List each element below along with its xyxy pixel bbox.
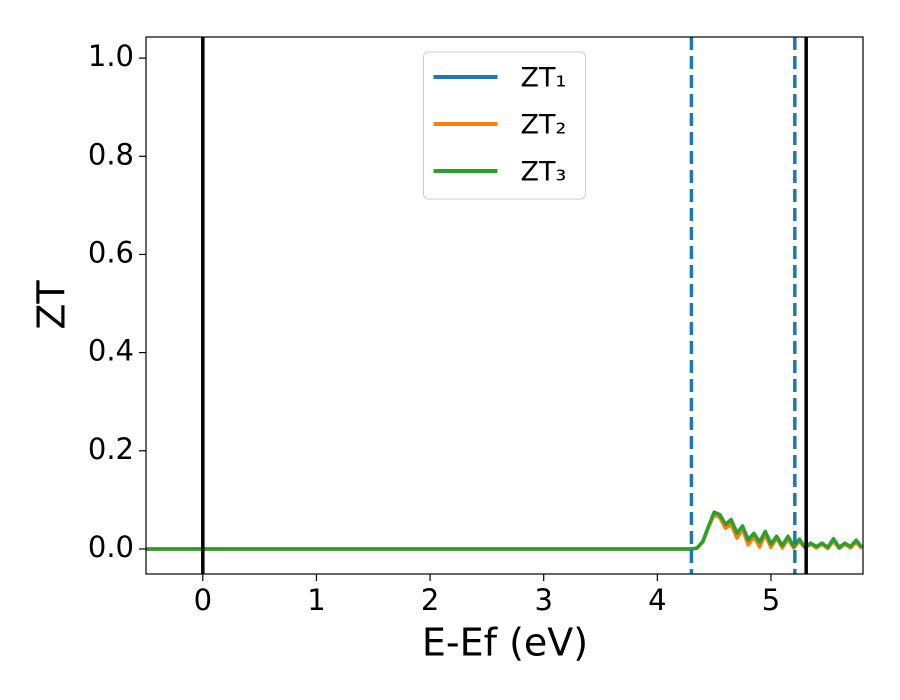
legend-box [423,51,586,200]
y-tick-label: 0.8 [88,137,134,171]
x-tick-label: 0 [194,583,212,617]
x-tick-label: 1 [307,583,325,617]
x-axis-label: E-Ef (eV) [422,621,588,665]
plot-frame [145,36,864,575]
y-tick-label: 0.4 [88,334,134,368]
y-tick-label: 0.2 [88,432,134,466]
y-axis-label: ZT [30,280,74,330]
y-tick-label: 0.0 [88,530,134,564]
legend-label: ZT₃ [521,157,567,188]
x-tick-label: 5 [762,583,780,617]
y-tick-label: 1.0 [88,39,134,73]
x-tick-label: 2 [421,583,439,617]
y-tick-label: 0.6 [88,235,134,269]
legend-label: ZT₂ [521,110,567,141]
legend-label: ZT₁ [521,63,567,94]
series-line [146,511,864,551]
x-tick-label: 3 [534,583,552,617]
series-line [146,510,864,551]
x-tick-label: 4 [648,583,666,617]
